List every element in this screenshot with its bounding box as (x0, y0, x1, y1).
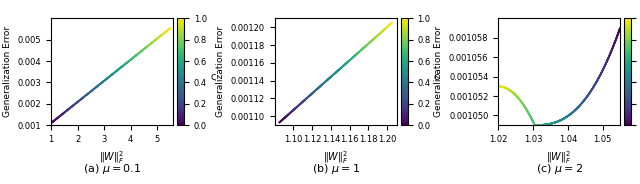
Y-axis label: Generalization Error: Generalization Error (3, 26, 12, 117)
Y-axis label: c: c (433, 72, 439, 82)
X-axis label: $\|W\|_F^2$: $\|W\|_F^2$ (323, 149, 348, 166)
X-axis label: $\|W\|_F^2$: $\|W\|_F^2$ (547, 149, 572, 166)
Y-axis label: c: c (210, 72, 216, 82)
Title: (a) $\mu = 0.1$: (a) $\mu = 0.1$ (83, 162, 141, 176)
Title: (b) $\mu = 1$: (b) $\mu = 1$ (312, 162, 360, 176)
Title: (c) $\mu = 2$: (c) $\mu = 2$ (536, 162, 582, 176)
Y-axis label: Generalization Error: Generalization Error (216, 26, 225, 117)
Y-axis label: Generalization Error: Generalization Error (435, 26, 444, 117)
X-axis label: $\|W\|_F^2$: $\|W\|_F^2$ (99, 149, 125, 166)
